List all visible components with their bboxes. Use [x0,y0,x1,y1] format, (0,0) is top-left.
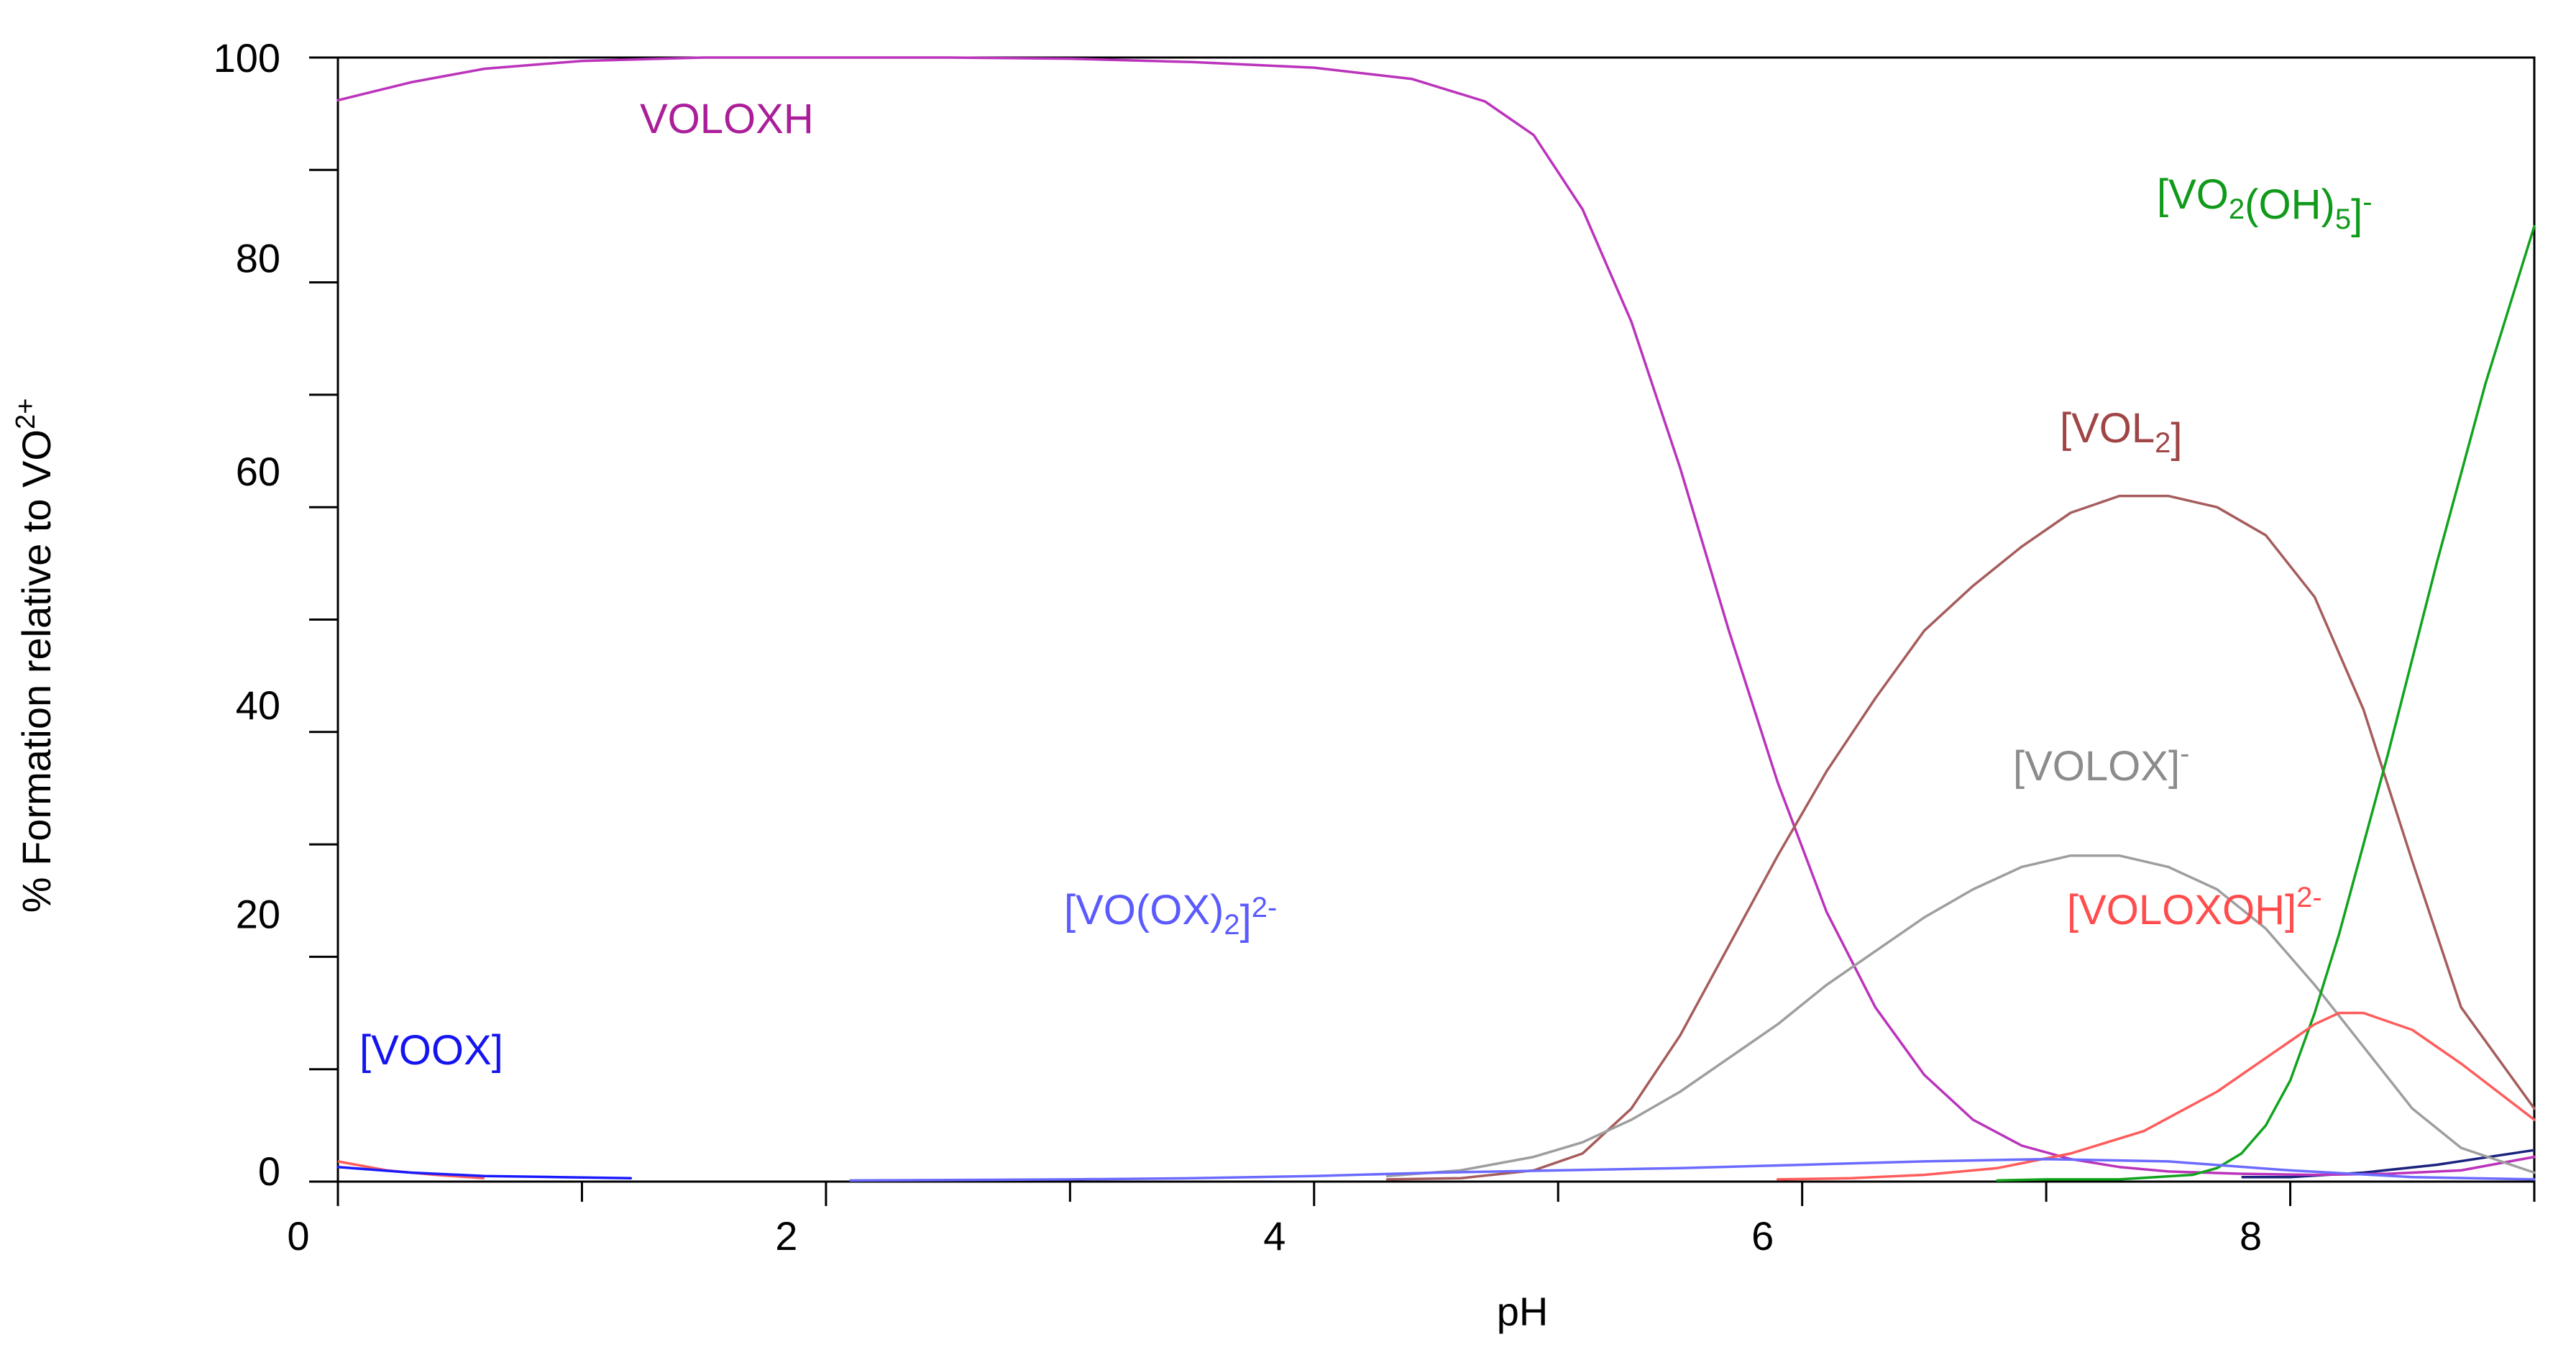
label-voloxoh-2: [VOLOXOH]2- [2067,882,2322,933]
curve-voloxh [336,56,2536,1177]
x-tick-label: 6 [1751,1213,1774,1259]
curve-vo-ox-2-2 [849,1157,2536,1182]
y-tick-label: 0 [258,1149,280,1194]
species-curves [336,56,2536,1182]
y-tick-label: 60 [236,449,280,494]
y-axis-title: % Formation relative to VO2+ [11,398,59,913]
plot-border [336,56,2536,1183]
curve-vol2 [1385,494,2536,1181]
x-tick-label: 4 [1263,1213,1285,1259]
label-vo-ox-2-2: [VO(OX)2]2- [1064,887,1277,944]
x-axis: 0 2 4 6 8 [287,1182,2536,1259]
minor-curve-segment [2241,1149,2535,1179]
label-voox: [VOOX] [359,1027,503,1074]
y-axis: 0 20 40 60 80 100 [214,35,338,1194]
curve-volox [1385,854,2536,1177]
y-tick-label: 20 [236,891,280,936]
y-tick-label: 40 [236,682,280,728]
plot-frame [336,56,2536,1183]
label-vol2: [VOL2] [2060,405,2183,462]
y-tick-label: 100 [214,35,280,81]
curve-voloxoh-2 [1776,1011,2536,1181]
y-tick-label: 80 [236,236,280,281]
series-labels: VOLOXH [VOL2] [VOLOX]- [VO2(OH)5]- [VOLOXOH]… [359,96,2373,1074]
x-tick-label: 2 [775,1213,797,1259]
label-vo2-oh-5: [VO2(OH)5]- [2157,171,2373,238]
curve-voox [336,1165,633,1180]
curve-vo2-oh-5 [1996,224,2536,1182]
label-volox: [VOLOX]- [2013,738,2189,790]
x-tick-label: 8 [2240,1213,2262,1259]
x-axis-title: pH [1497,1289,1549,1334]
x-tick-label: 0 [287,1213,309,1259]
label-voloxh: VOLOXH [640,96,814,142]
